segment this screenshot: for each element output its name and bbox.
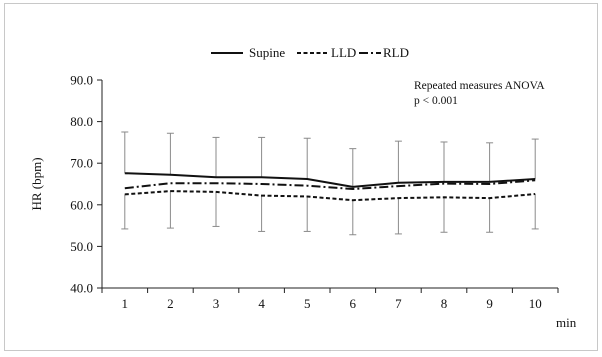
x-tick-label: 5 <box>304 296 311 311</box>
y-axis-label: HR (bpm) <box>29 157 44 210</box>
error-bars <box>121 131 539 236</box>
y-tick-label: 40.0 <box>70 281 93 296</box>
hr-line-chart: Supine LLD RLD Repeated measures ANOVA p… <box>29 45 577 330</box>
x-axis-label: min <box>556 315 577 330</box>
series-lines <box>124 172 536 202</box>
annotation-test-name: Repeated measures ANOVA <box>414 80 545 92</box>
series-line-lld <box>124 190 536 202</box>
y-tick-label: 60.0 <box>70 197 93 212</box>
annotation-p-value: p < 0.001 <box>414 95 458 107</box>
x-tick-label: 2 <box>167 296 174 311</box>
x-tick-label: 1 <box>122 296 129 311</box>
x-tick-label: 4 <box>258 296 265 311</box>
legend: Supine LLD RLD <box>211 45 409 60</box>
y-tick-label: 80.0 <box>70 114 93 129</box>
legend-label-supine: Supine <box>249 45 285 60</box>
series-line-rld <box>124 179 536 190</box>
figure-panel: Supine LLD RLD Repeated measures ANOVA p… <box>4 3 598 351</box>
x-tick-label: 6 <box>350 296 357 311</box>
y-tick-label: 70.0 <box>70 156 93 171</box>
y-tick-label: 50.0 <box>70 239 93 254</box>
legend-label-lld: LLD <box>331 45 356 60</box>
legend-label-rld: RLD <box>383 45 409 60</box>
x-tick-label: 9 <box>486 296 493 311</box>
x-tick-label: 8 <box>441 296 448 311</box>
x-tick-label: 10 <box>529 296 542 311</box>
axes: 40.0 50.0 60.0 70.0 80.0 90.0 1 2 3 4 5 6 7 8 9 10 <box>70 73 559 311</box>
y-tick-label: 90.0 <box>70 73 93 88</box>
series-line-supine <box>124 172 536 188</box>
x-tick-label: 3 <box>213 296 220 311</box>
x-tick-label: 7 <box>395 296 402 311</box>
